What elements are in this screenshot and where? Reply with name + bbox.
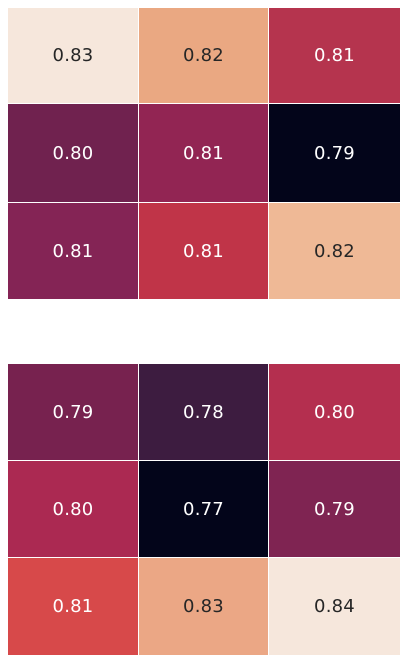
heatmap-cell-r1-c1: 0.81 (139, 104, 268, 202)
heatmap-cell-r0-c2: 0.80 (269, 364, 400, 460)
heatmap-cell-r2-c2: 0.84 (269, 558, 400, 655)
heatmap-cell-r1-c0: 0.80 (8, 461, 138, 557)
cell-label: 0.79 (52, 401, 94, 423)
cell-label: 0.82 (314, 240, 355, 262)
heatmap-cell-r1-c2: 0.79 (269, 461, 400, 557)
heatmap-bottom: 0.79 0.78 0.80 0.80 0.77 0.79 0.81 0.83 … (8, 364, 400, 655)
cell-label: 0.81 (52, 240, 94, 262)
cell-label: 0.83 (183, 596, 224, 617)
heatmap-cell-r0-c0: 0.79 (8, 364, 138, 460)
cell-label: 0.80 (314, 401, 355, 423)
heatmap-cell-r2-c1: 0.81 (139, 203, 268, 299)
heatmap-cell-r1-c1: 0.77 (139, 461, 268, 557)
cell-label: 0.84 (314, 596, 355, 617)
heatmap-cell-r0-c1: 0.78 (139, 364, 268, 460)
cell-label: 0.80 (52, 498, 94, 520)
cell-label: 0.79 (314, 142, 355, 164)
heatmap-cell-r1-c0: 0.80 (8, 104, 138, 202)
cell-label: 0.83 (52, 45, 94, 66)
heatmap-cell-r0-c1: 0.82 (139, 8, 268, 103)
cell-label: 0.81 (183, 240, 224, 262)
cell-label: 0.81 (52, 596, 94, 617)
heatmap-cell-r1-c2: 0.79 (269, 104, 400, 202)
heatmap-cell-r0-c2: 0.81 (269, 8, 400, 103)
cell-label: 0.79 (314, 498, 355, 520)
heatmap-cell-r2-c0: 0.81 (8, 203, 138, 299)
cell-label: 0.78 (183, 401, 224, 423)
cell-label: 0.80 (52, 142, 94, 164)
heatmap-top: 0.83 0.82 0.81 0.80 0.81 0.79 0.81 0.81 … (8, 8, 400, 299)
cell-label: 0.77 (183, 498, 224, 520)
cell-label: 0.82 (183, 45, 224, 66)
heatmap-cell-r2-c1: 0.83 (139, 558, 268, 655)
cell-label: 0.81 (314, 45, 355, 66)
heatmap-cell-r0-c0: 0.83 (8, 8, 138, 103)
cell-label: 0.81 (183, 142, 224, 164)
heatmap-cell-r2-c0: 0.81 (8, 558, 138, 655)
heatmap-cell-r2-c2: 0.82 (269, 203, 400, 299)
